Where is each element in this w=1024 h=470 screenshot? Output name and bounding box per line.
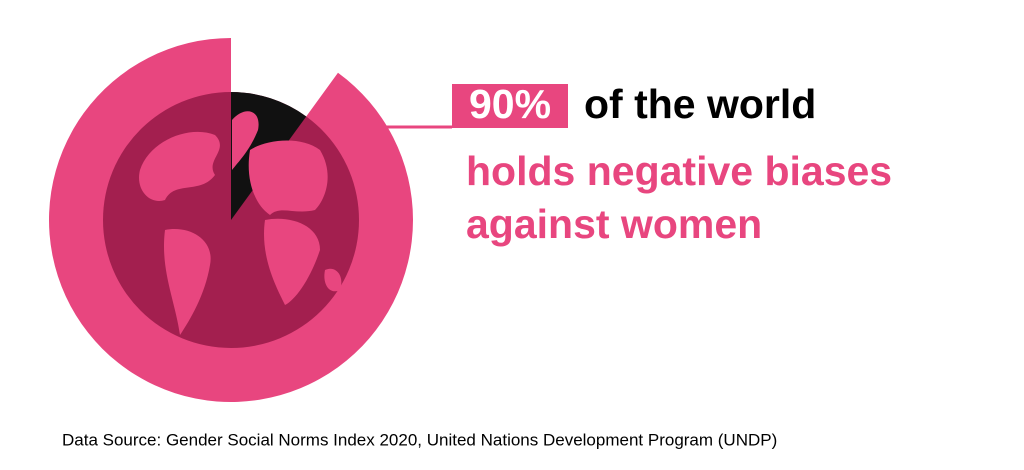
highlight-box	[452, 84, 568, 128]
continent	[264, 218, 320, 305]
percent-label: 90%	[469, 81, 551, 127]
headline: of the world	[584, 81, 816, 127]
continent	[232, 111, 259, 170]
pie-chart	[48, 38, 414, 403]
source: Data Source: Gender Social Norms Index 2…	[62, 430, 777, 449]
subtitle-line: holds negative biases	[466, 148, 892, 194]
continent	[139, 131, 220, 201]
continent	[248, 140, 328, 215]
subtitle-line: against women	[466, 201, 762, 247]
continent	[324, 268, 342, 292]
continent	[163, 229, 211, 335]
